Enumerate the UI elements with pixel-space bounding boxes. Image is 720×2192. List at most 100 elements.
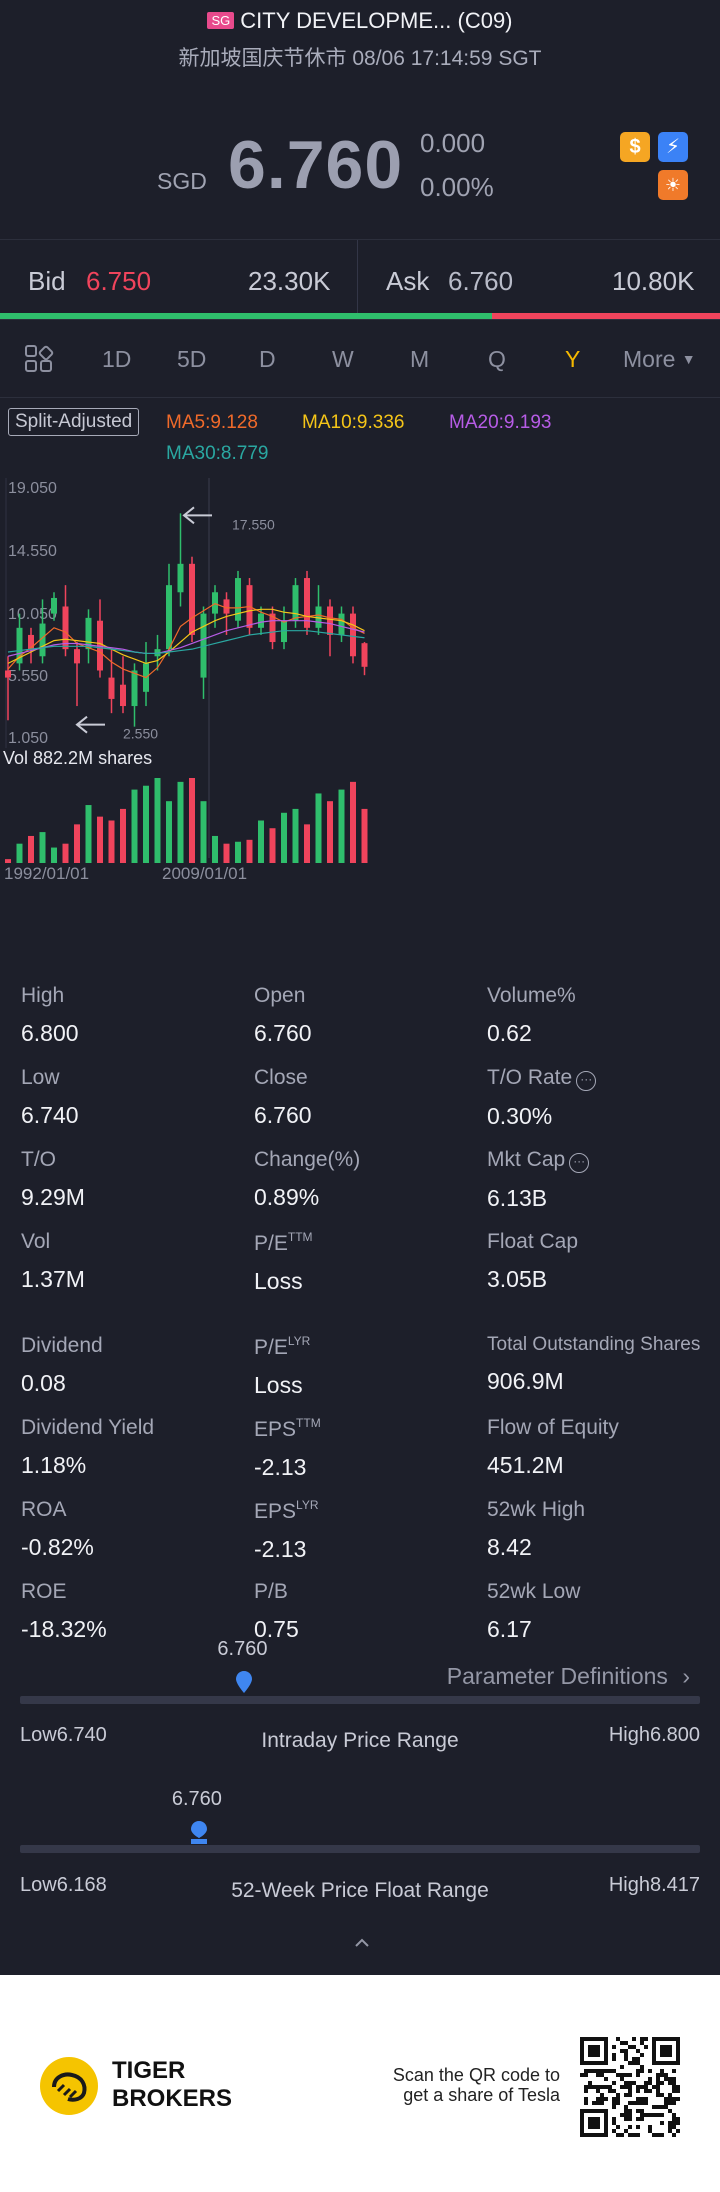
chevron-up-icon[interactable] <box>354 1935 370 1951</box>
qr-module <box>624 2081 628 2085</box>
qr-module <box>656 2073 660 2077</box>
ma-line <box>7 602 365 679</box>
qr-module <box>600 2097 604 2101</box>
ma-line <box>7 630 365 655</box>
qr-module <box>636 2061 640 2065</box>
qr-module <box>592 2069 596 2073</box>
candlestick-plot[interactable]: 17.550 2.550 <box>0 478 720 878</box>
qr-module <box>612 2057 616 2061</box>
qr-module <box>608 2089 612 2093</box>
ask-price: 6.760 <box>448 266 514 296</box>
stat-value: 8.42 <box>487 1534 532 1560</box>
candle-body <box>212 592 218 614</box>
stat-value: 0.08 <box>21 1370 66 1396</box>
qr-module <box>644 2085 648 2089</box>
stat-label: T/O Rate <box>487 1066 573 1089</box>
qr-module <box>584 2085 588 2089</box>
qr-module <box>620 2073 624 2077</box>
tab-5d[interactable]: 5D <box>177 346 207 372</box>
qr-module <box>648 2081 652 2085</box>
tab-w[interactable]: W <box>332 346 354 372</box>
stat-total-shares: Total Outstanding Shares 906.9M <box>487 1334 700 1395</box>
stat-close: Close 6.760 <box>254 1066 312 1129</box>
tab-y[interactable]: Y <box>565 346 581 372</box>
volume-bar <box>62 843 69 863</box>
candle-body <box>315 606 322 628</box>
qr-module <box>664 2073 668 2077</box>
qr-module <box>660 2113 664 2117</box>
tab-q[interactable]: Q <box>488 346 506 372</box>
volume-bar <box>131 789 138 863</box>
qr-module <box>608 2085 612 2089</box>
sun-icon[interactable]: ☀ <box>658 170 688 200</box>
qr-module <box>604 2077 608 2081</box>
candle-body <box>177 563 184 593</box>
candle-body <box>200 613 207 678</box>
bid-ask-panel[interactable]: Bid 6.750 23.30K Ask 6.760 10.80K <box>0 240 720 320</box>
qr-module <box>656 2093 660 2097</box>
ma10-label: MA10:9.336 <box>302 412 405 433</box>
qr-module <box>640 2101 644 2105</box>
candle-body <box>5 670 11 678</box>
tab-m[interactable]: M <box>410 346 430 372</box>
qr-module <box>632 2045 636 2049</box>
qr-module <box>664 2105 668 2109</box>
caret-down-icon: ▼ <box>681 351 696 367</box>
tab-more-label: More <box>623 346 676 372</box>
qr-module <box>640 2053 644 2057</box>
qr-module <box>628 2089 632 2093</box>
tab-more[interactable]: More ▼ <box>623 346 696 373</box>
tab-1d[interactable]: 1D <box>102 346 132 372</box>
stat-eps-lyr: EPSLYR -2.13 <box>254 1498 318 1563</box>
share-footer: TIGER BROKERS Scan the QR code to get a … <box>0 1975 720 2192</box>
qr-module <box>676 2117 680 2121</box>
qr-module <box>632 2061 636 2065</box>
qr-module <box>672 2089 676 2093</box>
split-adjusted-toggle[interactable]: Split-Adjusted <box>8 408 140 436</box>
qr-module <box>656 2081 660 2085</box>
qr-module <box>656 2133 660 2137</box>
qr-module <box>636 2069 640 2073</box>
stat-value: 451.2M <box>487 1452 564 1478</box>
qr-module <box>596 2089 600 2093</box>
qr-module <box>640 2037 644 2041</box>
kline-chart[interactable]: Split-Adjusted MA5:9.128 MA10:9.336 MA20… <box>0 398 720 978</box>
qr-module <box>600 2073 604 2077</box>
ma-line <box>7 620 365 657</box>
ma5-label: MA5:9.128 <box>166 412 258 433</box>
stat-label: P/B <box>254 1580 288 1603</box>
qr-module <box>612 2121 616 2125</box>
low-annotation: 2.550 <box>123 726 158 742</box>
more-info-icon[interactable]: ··· <box>576 1071 597 1091</box>
dollar-icon[interactable]: $ <box>620 132 650 162</box>
qr-module <box>588 2085 592 2089</box>
y-tick-label: 5.550 <box>8 668 49 685</box>
tiger-logo-icon <box>40 2057 98 2115</box>
bid-share-bar <box>0 313 492 319</box>
stat-52wk-low: 52wk Low 6.17 <box>487 1580 580 1643</box>
ask-share-bar <box>491 313 720 319</box>
qr-module <box>600 2093 604 2097</box>
qr-module <box>628 2109 632 2113</box>
brand-line: TIGER <box>112 2057 186 2084</box>
parameter-definitions-link[interactable]: Parameter Definitions › <box>447 1663 690 1690</box>
qr-module <box>660 2045 672 2057</box>
stat-label: P/E <box>254 1336 288 1359</box>
more-info-icon[interactable]: ··· <box>569 1153 590 1173</box>
chevron-right-icon: › <box>682 1663 690 1689</box>
qr-module <box>660 2081 664 2085</box>
qr-module <box>588 2045 600 2057</box>
bid-ask-divider <box>357 240 358 316</box>
stat-value: Loss <box>254 1372 303 1398</box>
lightning-icon[interactable]: ⚡ <box>658 132 688 162</box>
stat-roa: ROA -0.82% <box>21 1498 94 1561</box>
grid-icon[interactable] <box>24 344 54 374</box>
qr-code[interactable] <box>580 2037 680 2137</box>
tab-d[interactable]: D <box>259 346 276 372</box>
qr-module <box>624 2041 628 2045</box>
qr-module <box>620 2041 624 2045</box>
qr-module <box>648 2069 652 2073</box>
qr-module <box>624 2085 628 2089</box>
qr-module <box>644 2097 648 2101</box>
stat-label: Vol <box>21 1230 51 1253</box>
